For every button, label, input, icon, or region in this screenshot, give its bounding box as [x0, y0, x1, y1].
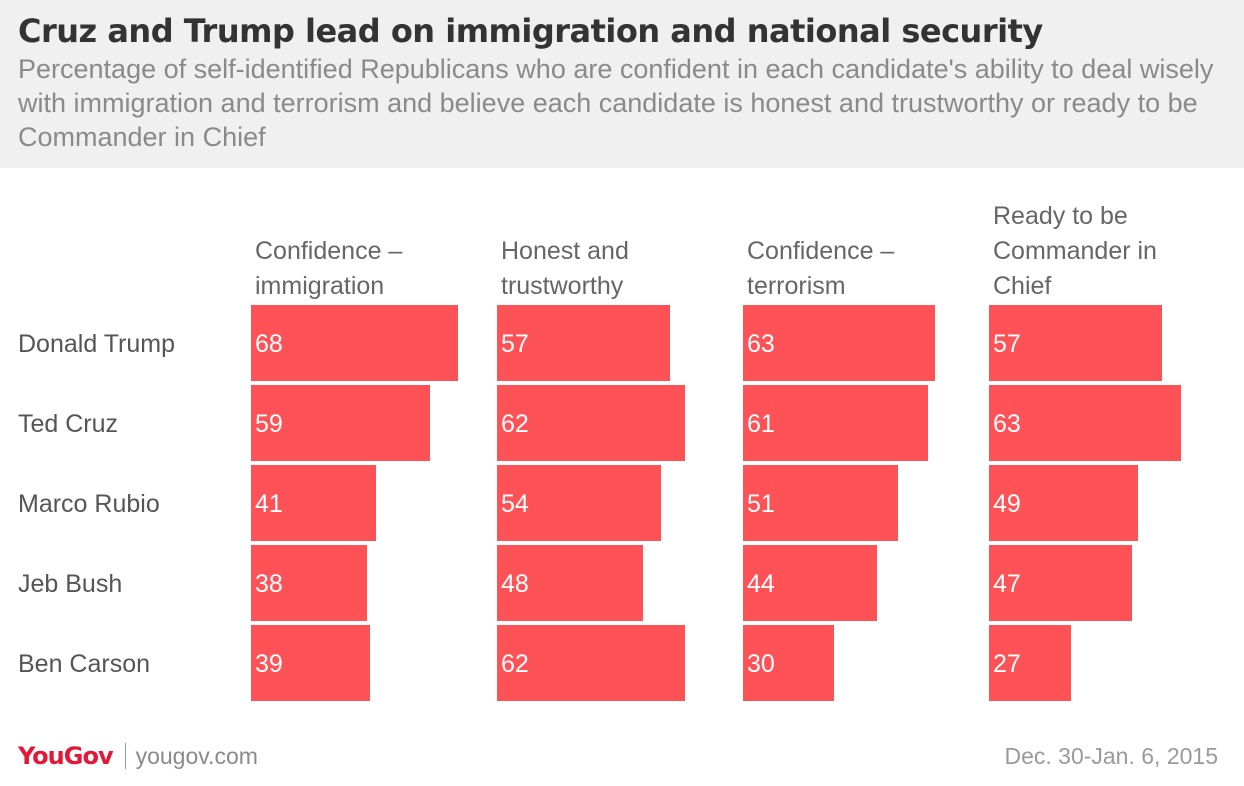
date-range: Dec. 30-Jan. 6, 2015 [1004, 743, 1218, 769]
data-label: 39 [255, 650, 283, 678]
data-label: 57 [993, 330, 1021, 358]
bar [497, 385, 685, 461]
bar [743, 545, 877, 621]
data-label: 63 [993, 410, 1021, 438]
category-label: Ted Cruz [18, 410, 118, 438]
data-label: 27 [993, 650, 1021, 678]
site-link[interactable]: yougov.com [135, 742, 258, 769]
data-label: 59 [255, 410, 283, 438]
category-label: Donald Trump [18, 330, 175, 358]
bar [497, 305, 670, 381]
bar [251, 305, 458, 381]
bar [989, 305, 1162, 381]
data-label: 61 [747, 410, 775, 438]
bar [497, 625, 685, 701]
footer: YouGov yougov.com [18, 738, 258, 774]
data-label: 49 [993, 490, 1021, 518]
data-label: 47 [993, 570, 1021, 598]
data-label: 44 [747, 570, 775, 598]
data-label: 48 [501, 570, 529, 598]
series-header: Confidence – immigration [255, 237, 402, 300]
category-label: Jeb Bush [18, 570, 122, 598]
bar [251, 545, 367, 621]
bar [743, 625, 834, 701]
bar [743, 305, 935, 381]
bar [743, 465, 898, 541]
bar [251, 625, 370, 701]
bar [989, 385, 1181, 461]
series-header: Ready to be Commander in Chief [993, 202, 1157, 300]
bar [989, 545, 1132, 621]
chart-subtitle: Percentage of self-identified Republican… [18, 54, 1214, 152]
category-label: Marco Rubio [18, 490, 160, 518]
footer-divider [124, 743, 126, 769]
data-label: 62 [501, 650, 529, 678]
bar [497, 465, 661, 541]
series-header: Confidence – terrorism [747, 237, 894, 300]
data-label: 63 [747, 330, 775, 358]
data-label: 30 [747, 650, 775, 678]
category-label: Ben Carson [18, 650, 150, 678]
header: Cruz and Trump lead on immigration and n… [0, 0, 1244, 168]
bar [743, 385, 928, 461]
yougov-logo[interactable]: YouGov [18, 742, 114, 770]
bar [251, 465, 376, 541]
bar [251, 385, 430, 461]
series-header: Honest and trustworthy [501, 237, 629, 300]
chart-title: Cruz and Trump lead on immigration and n… [18, 12, 1043, 50]
data-label: 51 [747, 490, 775, 518]
data-label: 62 [501, 410, 529, 438]
bar [989, 625, 1071, 701]
data-label: 57 [501, 330, 529, 358]
data-label: 38 [255, 570, 283, 598]
bar [989, 465, 1138, 541]
data-label: 68 [255, 330, 283, 358]
bar [497, 545, 643, 621]
data-label: 41 [255, 490, 283, 518]
data-label: 54 [501, 490, 529, 518]
